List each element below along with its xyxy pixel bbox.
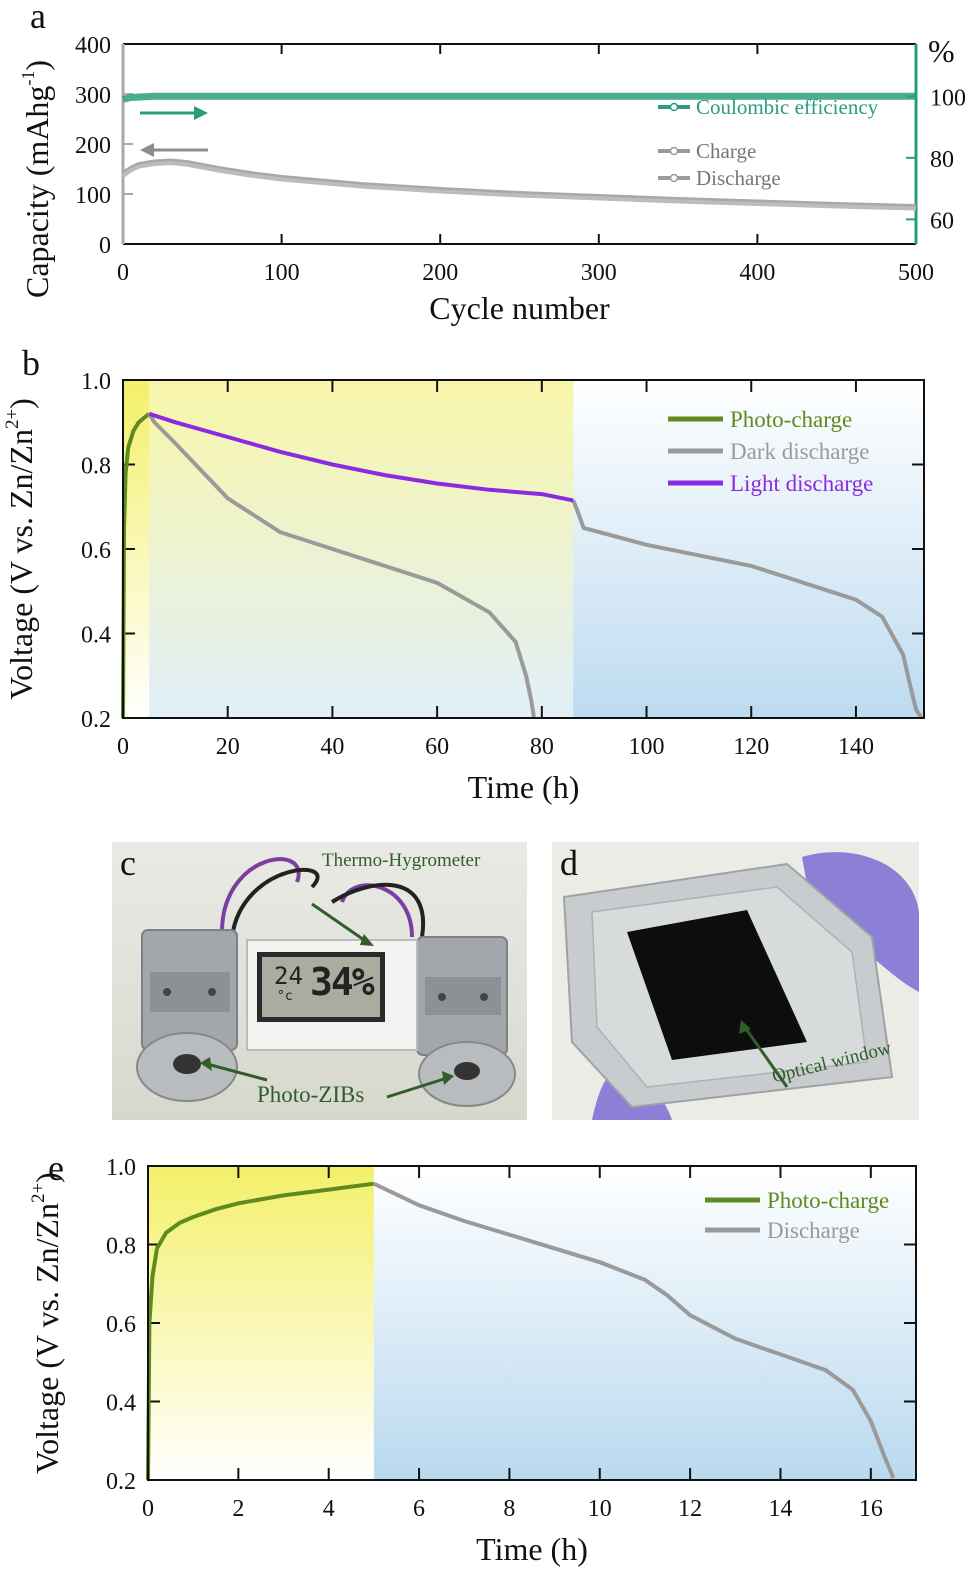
series-photo-charge-line xyxy=(146,1181,375,1481)
legend-label: Photo-charge xyxy=(730,407,852,432)
series-light-discharge-line xyxy=(148,411,574,503)
x-tick-label: 8 xyxy=(503,1496,515,1522)
y-axis-title: Voltage (V vs. Zn/Zn2+) xyxy=(2,398,39,700)
x-tick-label: 2 xyxy=(232,1496,244,1522)
y-tick-label: 1.0 xyxy=(106,1155,136,1181)
series-discharge-line xyxy=(121,160,917,211)
y-tick-label: 0.6 xyxy=(81,538,111,564)
x-tick-label: 140 xyxy=(838,734,874,760)
legend-marker xyxy=(669,146,679,156)
y-tick-label-left: 0 xyxy=(99,233,111,259)
x-tick-label: 60 xyxy=(425,734,449,760)
x-tick-label: 0 xyxy=(117,260,129,286)
y-tick-label: 0.4 xyxy=(106,1391,136,1417)
y-tick-label-right: 60 xyxy=(930,208,954,234)
x-tick-label: 500 xyxy=(898,260,934,286)
y-tick-label-left: 100 xyxy=(75,183,111,209)
x-tick-label: 120 xyxy=(733,734,769,760)
legend-marker xyxy=(669,102,679,112)
series-dark-discharge-line-2 xyxy=(571,499,924,720)
y-tick-label: 1.0 xyxy=(81,369,111,395)
photo-d: d Optical window xyxy=(552,842,919,1120)
x-tick-label: 12 xyxy=(678,1496,702,1522)
chart-b: b 0 20 40 60 80 100 120 140 0.2 0.4 0.6 0.8 1.0 Photo… xyxy=(2,343,925,805)
y-tick-label-left: 300 xyxy=(75,83,111,109)
y-tick-label: 0.2 xyxy=(106,1469,136,1495)
arrow-left-axis-head xyxy=(140,143,154,157)
y-tick-label: 0.8 xyxy=(106,1234,136,1260)
x-tick-label: 200 xyxy=(422,260,458,286)
legend-label: Charge xyxy=(696,139,756,163)
display-temperature: 24 xyxy=(274,962,303,990)
legend-label: Coulombic efficiency xyxy=(696,95,879,119)
arrow-right-axis-head xyxy=(194,106,208,120)
y-tick-label: 0.8 xyxy=(81,454,111,480)
x-tick-label: 20 xyxy=(216,734,240,760)
x-axis-title: Time (h) xyxy=(468,769,580,805)
legend-label: Discharge xyxy=(696,166,781,190)
chart-a: a 0 100 200 300 400 500 0 100 200 300 400 60 80 100 Co… xyxy=(18,0,966,326)
y-tick-label: 0.2 xyxy=(81,707,111,733)
legend-label: Photo-charge xyxy=(767,1188,889,1213)
x-tick-label: 10 xyxy=(588,1496,612,1522)
photo-c-illustration xyxy=(136,857,516,1107)
panel-letter-b: b xyxy=(22,343,40,383)
y-axis-title-right: % xyxy=(928,33,955,69)
x-axis-title: Cycle number xyxy=(429,290,610,326)
plot-frame xyxy=(122,379,925,719)
legend-label: Dark discharge xyxy=(730,439,869,464)
x-tick-label: 400 xyxy=(739,260,775,286)
panel-letter-a: a xyxy=(30,0,46,36)
x-tick-label: 0 xyxy=(117,734,129,760)
x-tick-label: 100 xyxy=(629,734,665,760)
panel-letter-d: d xyxy=(560,843,578,883)
photo-zibs-label: Photo-ZIBs xyxy=(257,1082,365,1107)
series-coulombic-efficiency-line xyxy=(122,92,916,103)
y-tick-label: 0.4 xyxy=(81,623,111,649)
x-tick-label: 40 xyxy=(320,734,344,760)
dark-region xyxy=(373,1166,917,1480)
y-tick-label-left: 400 xyxy=(75,33,111,59)
illuminated-overlap-region xyxy=(149,380,574,718)
y-tick-label-right: 100 xyxy=(930,85,966,111)
x-axis-title: Time (h) xyxy=(476,1531,588,1567)
y-tick-label: 0.6 xyxy=(106,1312,136,1338)
x-tick-label: 16 xyxy=(859,1496,883,1522)
display-humidity: 34% xyxy=(310,960,375,1004)
legend-marker xyxy=(669,173,679,183)
display-temperature-unit: °c xyxy=(277,989,293,1004)
x-tick-label: 6 xyxy=(413,1496,425,1522)
y-tick-label-left: 200 xyxy=(75,133,111,159)
photo-c: c Thermo-Hygrometer Photo-ZIBs 24 °c 34% xyxy=(112,842,527,1120)
x-tick-label: 4 xyxy=(323,1496,335,1522)
y-axis-title: Voltage (V vs. Zn/Zn2+) xyxy=(28,1172,65,1474)
photo-d-illustration xyxy=(562,852,919,1120)
y-tick-label-right: 80 xyxy=(930,147,954,173)
legend-label: Discharge xyxy=(767,1218,860,1243)
chart-e: e 0 2 4 6 8 10 12 14 16 0.2 0.4 0.6 0.8 1.0 Photo-char… xyxy=(28,1148,917,1567)
panel-letter-e: e xyxy=(48,1148,64,1188)
series-dark-discharge-line xyxy=(147,412,536,719)
y-axis-title-left: Capacity (mAhg-1) xyxy=(18,60,55,298)
series-discharge-line xyxy=(373,1181,896,1479)
x-tick-label: 0 xyxy=(142,1496,154,1522)
panel-letter-c: c xyxy=(120,843,136,883)
series-photo-charge-line xyxy=(121,412,151,719)
plot-frame xyxy=(147,1165,917,1481)
series-charge-line xyxy=(121,158,917,210)
legend-label: Light discharge xyxy=(730,471,873,496)
x-tick-label: 80 xyxy=(530,734,554,760)
x-tick-label: 100 xyxy=(264,260,300,286)
illuminated-region xyxy=(148,1166,374,1480)
x-tick-label: 300 xyxy=(581,260,617,286)
x-tick-label: 14 xyxy=(768,1496,792,1522)
thermo-hygrometer-label: Thermo-Hygrometer xyxy=(322,850,481,871)
